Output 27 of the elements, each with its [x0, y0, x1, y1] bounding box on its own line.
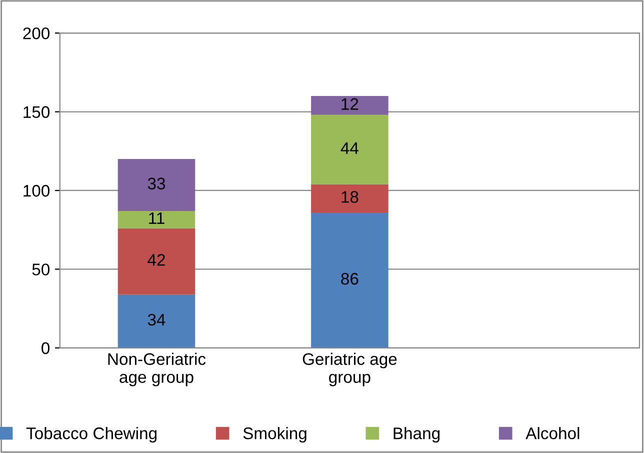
- legend-label: Smoking: [243, 426, 306, 443]
- x-tick-label: Non-Geriatric age group: [108, 352, 206, 386]
- data-label: 42: [148, 254, 165, 266]
- legend-label: Tobacco Chewing: [26, 426, 156, 443]
- y-tick-label: 100: [24, 184, 50, 197]
- y-tick-label: 150: [24, 106, 50, 118]
- data-label: 86: [341, 272, 358, 285]
- data-label: 18: [342, 191, 358, 203]
- data-label: 33: [148, 178, 166, 190]
- bar: [118, 228, 196, 294]
- bar: [118, 294, 196, 348]
- bar: [118, 210, 196, 228]
- y-tick-label: 200: [23, 27, 50, 40]
- legend-label: Alcohol: [526, 426, 580, 440]
- legend-label: Bhang: [394, 426, 440, 443]
- x-tick-label: Geriatric age group: [302, 352, 397, 386]
- data-label: 34: [148, 314, 166, 326]
- bar: [311, 184, 388, 213]
- data-label: 44: [340, 142, 358, 154]
- y-tick-label: 50: [32, 264, 50, 276]
- data-label: 11: [149, 212, 164, 224]
- bar: [311, 212, 388, 348]
- bar: [118, 159, 196, 211]
- data-label: 12: [342, 98, 358, 110]
- y-tick-label: 0: [42, 342, 50, 354]
- bar: [311, 114, 388, 184]
- bar: [311, 96, 388, 115]
